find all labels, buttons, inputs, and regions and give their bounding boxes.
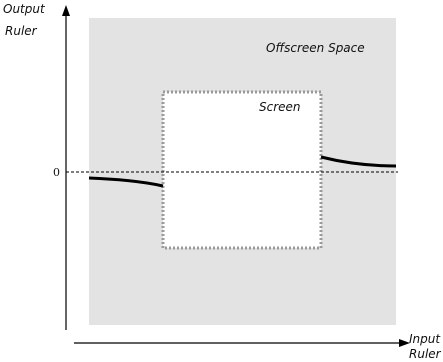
input-ruler-label-line2: Ruler [409,347,442,361]
screen-region [161,90,323,250]
curve-segment-right [320,155,397,168]
screen-label: Screen [259,100,301,114]
output-ruler-label-line1: Output [3,2,46,16]
output-ruler-arrowhead [62,5,70,16]
output-ruler-label-line2: Ruler [5,24,38,38]
curve-segment-left [88,176,164,188]
input-ruler-arrowhead [399,339,410,347]
zero-tick-label: 0 [53,166,60,179]
input-ruler-label-line1: Input [409,332,441,346]
offscreen-space-label: Offscreen Space [266,41,365,55]
